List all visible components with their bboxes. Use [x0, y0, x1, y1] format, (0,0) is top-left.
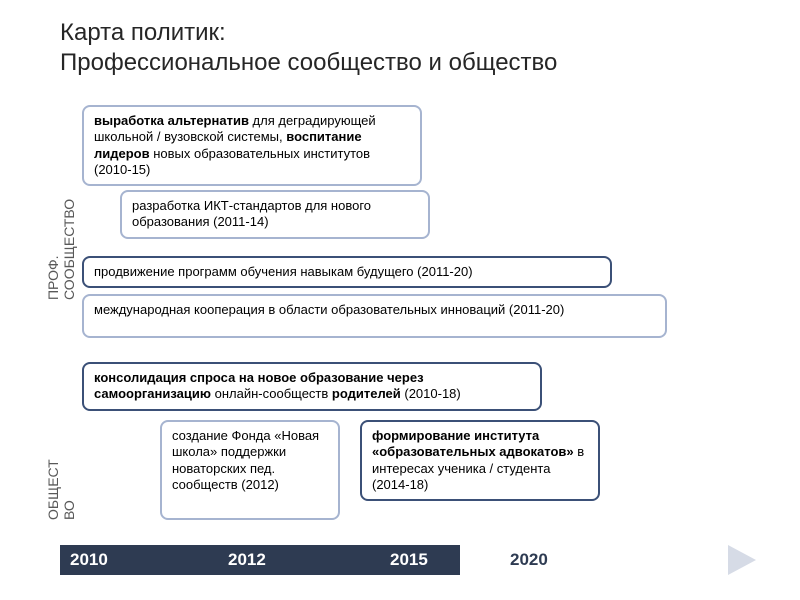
timeline: 2010 2012 2015 2020	[60, 545, 760, 575]
policy-box: продвижение программ обучения навыкам бу…	[82, 256, 612, 288]
timeline-year: 2012	[228, 545, 266, 575]
section-label-society: ОБЩЕСТВО	[45, 459, 77, 520]
policy-box: формирование института «образовательных …	[360, 420, 600, 501]
timeline-arrow-icon	[728, 545, 756, 575]
page-title: Карта политик:Профессиональное сообществ…	[60, 18, 557, 78]
timeline-year: 2015	[390, 545, 428, 575]
policy-box: международная кооперация в области образ…	[82, 294, 667, 338]
section-label-prof: ПРОФ.СООБЩЕСТВО	[45, 199, 77, 300]
policy-box: создание Фонда «Новая школа» поддержки н…	[160, 420, 340, 520]
timeline-year: 2020	[510, 545, 548, 575]
policy-box: выработка альтернатив для деградирующей …	[82, 105, 422, 186]
policy-box: разработка ИКТ-стандартов для нового обр…	[120, 190, 430, 239]
timeline-year: 2010	[70, 545, 108, 575]
policy-box: консолидация спроса на новое образование…	[82, 362, 542, 411]
